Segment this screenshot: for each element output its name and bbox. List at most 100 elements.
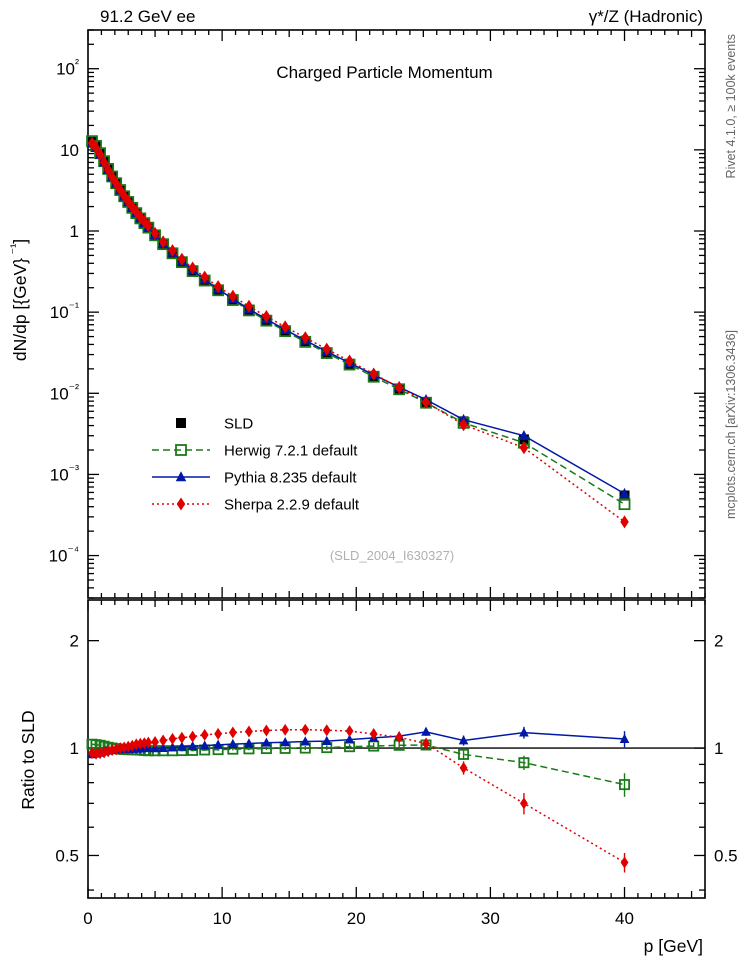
data-marker [262,309,271,323]
data-marker [520,797,528,810]
data-marker [322,342,332,356]
legend-label: Sherpa 2.2.9 default [224,497,360,514]
legend-label: Herwig 7.2.1 default [224,443,358,460]
main-panel-frame [87,29,706,599]
data-marker [199,740,210,750]
data-marker [213,280,223,294]
legend-entry-herwig[interactable]: Herwig 7.2.1 default [152,443,358,460]
data-marker [159,734,168,747]
ratio-y-tick-label-right: 0.5 [714,846,738,865]
data-marker [345,725,354,738]
data-marker [228,738,238,748]
data-marker [158,235,168,249]
ratio-y-tick-label-right: 2 [714,632,723,651]
data-marker [422,737,430,750]
series-herwig [86,135,631,511]
ratio-y-tick-label: 1 [70,739,79,758]
data-marker [619,733,630,743]
series-pythia [86,137,630,498]
data-marker [151,736,159,748]
legend-label: SLD [224,416,253,433]
main-y-axis-label: dN/dp [{GeV} ⁻¹] [8,239,30,361]
y-tick-label: 10⁻¹ [50,300,79,322]
header-process: γ*/Z (Hadronic) [589,7,703,26]
data-marker [200,728,209,741]
data-marker [168,732,177,745]
data-marker [188,730,197,743]
data-marker [158,742,168,752]
data-marker [620,515,629,529]
x-tick-label: 10 [213,909,232,928]
data-marker [144,219,153,233]
ratio-y-tick-label: 0.5 [55,846,79,865]
data-marker [369,728,378,740]
legend-entry-sherpa[interactable]: Sherpa 2.2.9 default [152,497,360,514]
data-marker [91,141,101,155]
legend-entry-sld[interactable]: SLD [176,416,253,433]
data-marker [281,723,290,736]
x-tick-label: 20 [347,909,366,928]
data-marker [120,741,129,754]
data-marker [619,487,630,498]
data-marker [92,747,100,760]
plot-title: Charged Particle Momentum [276,63,492,82]
data-marker [619,779,631,791]
data-marker [100,746,109,759]
data-marker [518,757,530,769]
data-marker [177,252,187,266]
data-marker [262,724,271,737]
legend-entry-pythia[interactable]: Pythia 8.235 default [152,470,357,487]
data-marker [244,738,254,748]
data-marker [245,725,253,738]
data-marker [103,163,113,177]
data-marker [150,226,160,240]
data-marker [618,498,631,511]
data-marker [322,724,331,737]
ratio-series-sherpa [88,723,629,873]
data-marker [175,471,187,482]
data-marker [280,320,290,334]
data-marker [213,739,223,749]
data-marker [244,299,254,313]
legend-label: Pythia 8.235 default [224,470,357,487]
x-tick-label: 0 [83,909,92,928]
y-tick-label: 10⁻³ [50,462,79,484]
data-marker [519,727,529,737]
data-marker [421,395,431,409]
series-sld [87,136,630,501]
analysis-id: (SLD_2004_I630327) [330,548,454,563]
data-marker [300,736,311,746]
y-tick-label: 10⁻⁴ [49,544,79,566]
data-marker [176,418,186,428]
data-marker [394,380,404,394]
data-marker [99,155,109,169]
data-marker [459,761,468,774]
mcplots-label: mcplots.cern.ch [arXiv:1306.3436] [724,330,738,519]
data-marker [177,731,186,744]
data-marker [228,726,237,739]
data-marker [187,740,198,751]
data-marker [345,354,354,368]
data-marker [280,736,291,747]
data-marker [200,270,209,284]
data-marker [214,727,223,740]
ratio-y-axis-label: Ratio to SLD [18,710,38,809]
data-marker [459,418,468,432]
rivet-version-label: Rivet 4.1.0, ≥ 100k events [724,34,738,178]
data-marker [301,331,310,345]
y-tick-label: 10⁻² [50,381,79,403]
x-tick-label: 40 [615,909,634,928]
data-marker [95,148,105,162]
data-marker [458,735,469,745]
data-marker [518,429,530,440]
data-marker [395,731,404,744]
data-marker [176,497,186,511]
series-line [91,142,625,495]
data-marker [167,742,178,752]
data-marker [177,741,187,751]
data-marker [144,736,153,749]
data-marker [261,737,272,747]
x-axis-label: p [GeV] [644,936,703,956]
